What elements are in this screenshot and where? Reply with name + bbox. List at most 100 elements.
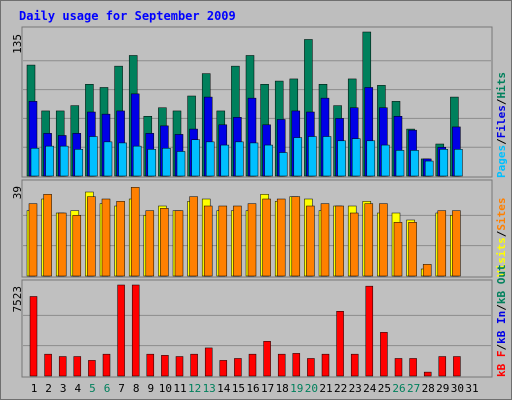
bar-pages-day-27 [410,150,419,177]
bar-kb-f-day-4 [73,356,82,377]
bar-sites-day-17 [262,198,271,277]
panel-visits-legend: Visits/Sites [495,198,508,278]
x-tick-label-25: 25 [378,382,391,395]
bar-pages-day-3 [59,145,69,177]
bar-pages-day-21 [322,136,332,177]
legend-hits: Hits [495,72,508,99]
x-tick-label-31: 31 [465,382,478,395]
bar-sites-day-26 [393,222,403,277]
x-tick-label-16: 16 [246,382,259,395]
panel-kbytes-ymax-label: 7523 [11,286,24,313]
legend-sep: / [495,98,508,105]
bar-kb-f-day-5 [88,360,96,377]
x-tick-label-29: 29 [436,382,449,395]
x-tick-label-3: 3 [60,382,67,395]
bar-pages-day-22 [337,140,346,177]
bar-kb-f-day-7 [117,284,125,377]
x-tick-label-20: 20 [305,382,318,395]
x-tick-label-30: 30 [451,382,464,395]
bar-pages-day-23 [351,138,361,177]
bar-sites-day-15 [233,205,242,277]
bar-sites-day-19 [291,196,301,277]
legend-kbin: kB In [495,311,508,344]
x-tick-label-24: 24 [363,382,377,395]
bar-pages-day-17 [264,144,273,177]
bar-sites-day-9 [145,210,155,277]
bar-kb-f-day-18 [277,353,286,377]
x-axis-day-labels: 1 2 3 4 5 6 7 8 9 10 11 12 13 14 15 16 17 18 19 20 21 22 23 24 2… [31,382,479,395]
bar-pages-day-14 [220,144,230,177]
bar-kb-f-day-6 [102,353,111,377]
panel-visits-ymax-label: 39 [11,186,24,199]
panel-kbytes-legend: kB F/kB In/kB Out [495,264,508,377]
bar-sites-day-5 [87,196,96,277]
x-tick-label-8: 8 [133,382,140,395]
x-tick-label-9: 9 [147,382,154,395]
legend-kbf: kB F [495,351,508,378]
bar-kb-f-day-22 [336,311,344,377]
bar-pages-day-20 [308,136,317,177]
bar-kb-f-day-19 [292,353,301,377]
bar-sites-day-13 [203,205,213,277]
panel-kbytes: 7523 kB F/kB In/kB Out [11,264,508,378]
legend-files: Files [495,105,508,138]
bar-pages-day-30 [454,149,463,177]
legend-sep: / [495,138,508,145]
bar-sites-day-14 [218,205,228,277]
bar-sites-day-18 [276,198,286,277]
legend-sep: / [495,230,508,237]
bar-sites-day-23 [349,212,359,277]
x-tick-label-28: 28 [422,382,435,395]
bar-pages-day-25 [381,144,390,177]
bar-sites-day-3 [57,212,67,277]
bar-pages-day-18 [278,152,288,177]
bar-pages-day-10 [162,148,171,177]
bar-pages-day-24 [366,140,376,177]
bar-pages-day-1 [30,148,40,177]
x-tick-label-11: 11 [173,382,186,395]
legend-sites: Sites [495,198,508,231]
legend-sep: / [495,344,508,351]
bar-kb-f-day-30 [453,356,461,377]
bar-sites-day-12 [189,196,198,277]
x-tick-label-7: 7 [118,382,125,395]
panel-visits: 39 Visits/Sites [11,179,508,278]
bar-pages-day-6 [103,141,113,177]
legend-pages: Pages [495,145,508,178]
x-tick-label-27: 27 [407,382,420,395]
x-tick-label-19: 19 [290,382,303,395]
bar-kb-f-day-23 [350,353,359,377]
bar-pages-day-9 [147,149,157,177]
chart-title: Daily usage for September 2009 [19,9,236,23]
bar-pages-day-29 [439,149,449,177]
bar-sites-day-16 [247,203,257,277]
bar-sites-day-10 [160,208,169,277]
x-tick-label-14: 14 [217,382,231,395]
x-tick-label-15: 15 [232,382,245,395]
bar-kb-f-day-20 [307,358,315,377]
bar-kb-f-day-24 [365,285,374,377]
bar-kb-f-day-27 [409,358,417,377]
bar-kb-f-day-16 [248,353,257,377]
bar-pages-day-26 [395,150,405,177]
bar-kb-f-day-28 [423,371,432,377]
bar-sites-day-24 [364,203,374,277]
bar-kb-f-day-8 [131,284,140,377]
bar-sites-day-28 [422,264,432,277]
panel-hits: 135 Pages/Files/Hits [11,26,508,178]
x-tick-label-21: 21 [319,382,332,395]
bar-sites-day-2 [43,194,52,277]
x-tick-label-6: 6 [104,382,111,395]
x-tick-label-12: 12 [188,382,201,395]
bar-kb-f-day-21 [321,353,330,377]
bar-kb-f-day-29 [438,356,447,377]
bar-pages-day-13 [205,141,215,177]
bar-sites-day-8 [130,187,140,277]
panel-hits-legend: Pages/Files/Hits [495,72,508,178]
legend-sep: / [495,304,508,311]
bar-sites-day-30 [452,210,461,277]
bar-sites-day-11 [174,210,184,277]
x-tick-label-22: 22 [334,382,347,395]
x-tick-label-5: 5 [89,382,96,395]
bar-pages-day-19 [293,137,303,177]
